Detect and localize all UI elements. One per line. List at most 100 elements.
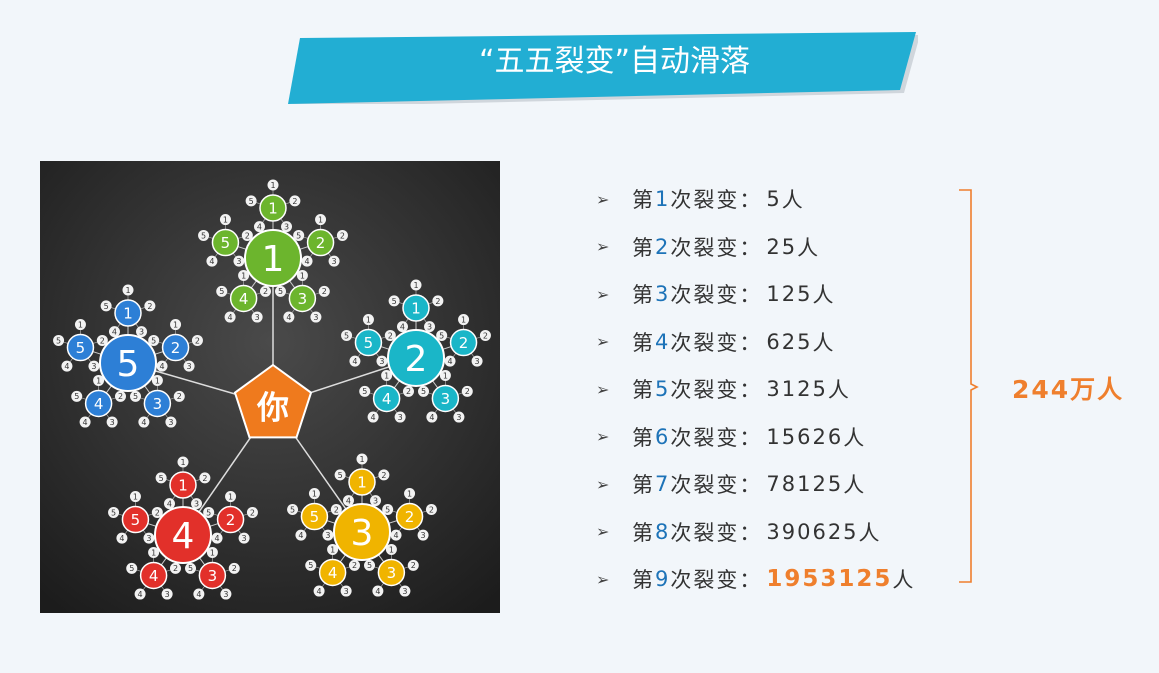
grandchild-node-label: 5 (338, 471, 343, 480)
grandchild-node (367, 411, 379, 423)
grandchild-node (388, 295, 400, 307)
item-separator: ： (739, 330, 763, 355)
item-prefix: 第 (632, 473, 655, 497)
grandchild-node (183, 360, 195, 372)
grandchild-node (161, 588, 173, 600)
title-banner (288, 32, 918, 104)
child-node (216, 505, 245, 534)
grandchild-node (404, 488, 416, 500)
grandchild-node-label: 4 (159, 362, 164, 371)
grandchild-node (396, 321, 408, 333)
grandchild-node (301, 255, 313, 267)
grandchild-node (340, 585, 352, 597)
grandchild-node-label: 5 (392, 297, 397, 306)
grandchild-node (275, 285, 287, 297)
grandchild-node-label: 5 (367, 561, 372, 570)
grandchild-node (385, 543, 397, 555)
child-node-label: 1 (411, 299, 421, 317)
child-node-label: 4 (382, 390, 392, 408)
grandchild-node (293, 229, 305, 241)
grandchild-node-label: 2 (465, 387, 470, 396)
grandchild-node-label: 2 (195, 336, 200, 345)
grandchild-node-label: 3 (168, 418, 173, 427)
branch-node (244, 229, 302, 287)
grandchild-node (198, 229, 210, 241)
grandchild-node-label: 3 (313, 313, 318, 322)
grandchild-node-label: 1 (318, 215, 323, 224)
grandchild-node-label: 1 (223, 215, 228, 224)
child-node (229, 284, 258, 313)
child-node (84, 389, 113, 418)
item-suffix: 次裂变 (670, 473, 740, 497)
grandchild-node-label: 2 (177, 392, 182, 401)
grandchild-node (402, 385, 414, 397)
item-suffix: 次裂变 (670, 568, 740, 592)
grandchild-node (74, 319, 86, 331)
grandchild-node (390, 529, 402, 541)
grandchild-node-label: 3 (223, 590, 228, 599)
grandchild-node (479, 329, 491, 341)
grandchild-node-label: 3 (421, 531, 426, 540)
grandchild-node-label: 1 (173, 320, 178, 329)
grandchild-node (71, 390, 83, 402)
grandchild-node-label: 4 (112, 327, 117, 336)
grandchild-node-label: 3 (236, 257, 241, 266)
item-suffix: 次裂变 (670, 520, 740, 545)
item-prefix: 第 (632, 568, 655, 592)
grandchild-node (191, 498, 203, 510)
grandchild-node-label: 3 (165, 590, 170, 599)
grandchild-node (305, 559, 317, 571)
item-separator: ： (739, 568, 763, 592)
grandchild-node (287, 503, 299, 515)
grandchild-node-label: 5 (249, 197, 254, 206)
grandchild-node (108, 326, 120, 338)
item-prefix: 第 (632, 188, 655, 212)
item-unit: 人 (812, 330, 836, 355)
item-unit: 人 (827, 378, 851, 402)
brace-bracket (959, 189, 979, 583)
arrow-bullet-icon: ➢ (596, 332, 612, 351)
arrow-bullet-icon: ➢ (596, 379, 612, 399)
grandchild-node (310, 311, 322, 323)
grandchild-node-label: 1 (133, 492, 138, 501)
grandchild-node (313, 585, 325, 597)
grandchild-node-label: 5 (56, 336, 61, 345)
child-node (377, 558, 406, 587)
grandchild-node-label: 3 (139, 327, 144, 336)
branch-node-label: 4 (172, 516, 195, 557)
grandchild-node (156, 360, 168, 372)
grandchild-node (425, 503, 437, 515)
grandchild-node-label: 4 (393, 531, 398, 540)
grandchild-node-label: 5 (439, 331, 444, 340)
grandchild-node (356, 453, 368, 465)
item-separator: ： (739, 425, 763, 450)
child-node (161, 333, 190, 362)
grandchild-node (424, 321, 436, 333)
grandchild-node (370, 495, 382, 507)
center-node (233, 363, 313, 439)
grandchild-node (382, 503, 394, 515)
grandchild-node (206, 255, 218, 267)
grandchild-node-label: 2 (202, 474, 207, 483)
item-prefix: 第 (632, 283, 655, 307)
grandchild-node-label: 4 (304, 257, 309, 266)
grandchild-node (151, 506, 163, 518)
grandchild-node-label: 5 (159, 474, 164, 483)
grandchild-node (116, 532, 128, 544)
child-node-label: 3 (153, 395, 163, 413)
grandchild-node (432, 295, 444, 307)
grandchild-node (376, 355, 388, 367)
grandchild-node (61, 360, 73, 372)
grandchild-node (79, 416, 91, 428)
grandchild-node (241, 229, 253, 241)
grandchild-node (251, 311, 263, 323)
grandchild-node (336, 229, 348, 241)
branch-node (154, 506, 212, 564)
child-node (198, 561, 227, 590)
center-node-label: 你 (256, 389, 289, 427)
child-node (114, 299, 142, 327)
grandchild-node-label: 3 (344, 587, 349, 596)
grandchild-node-label: 3 (325, 531, 330, 540)
grandchild-node-label: 3 (475, 357, 480, 366)
